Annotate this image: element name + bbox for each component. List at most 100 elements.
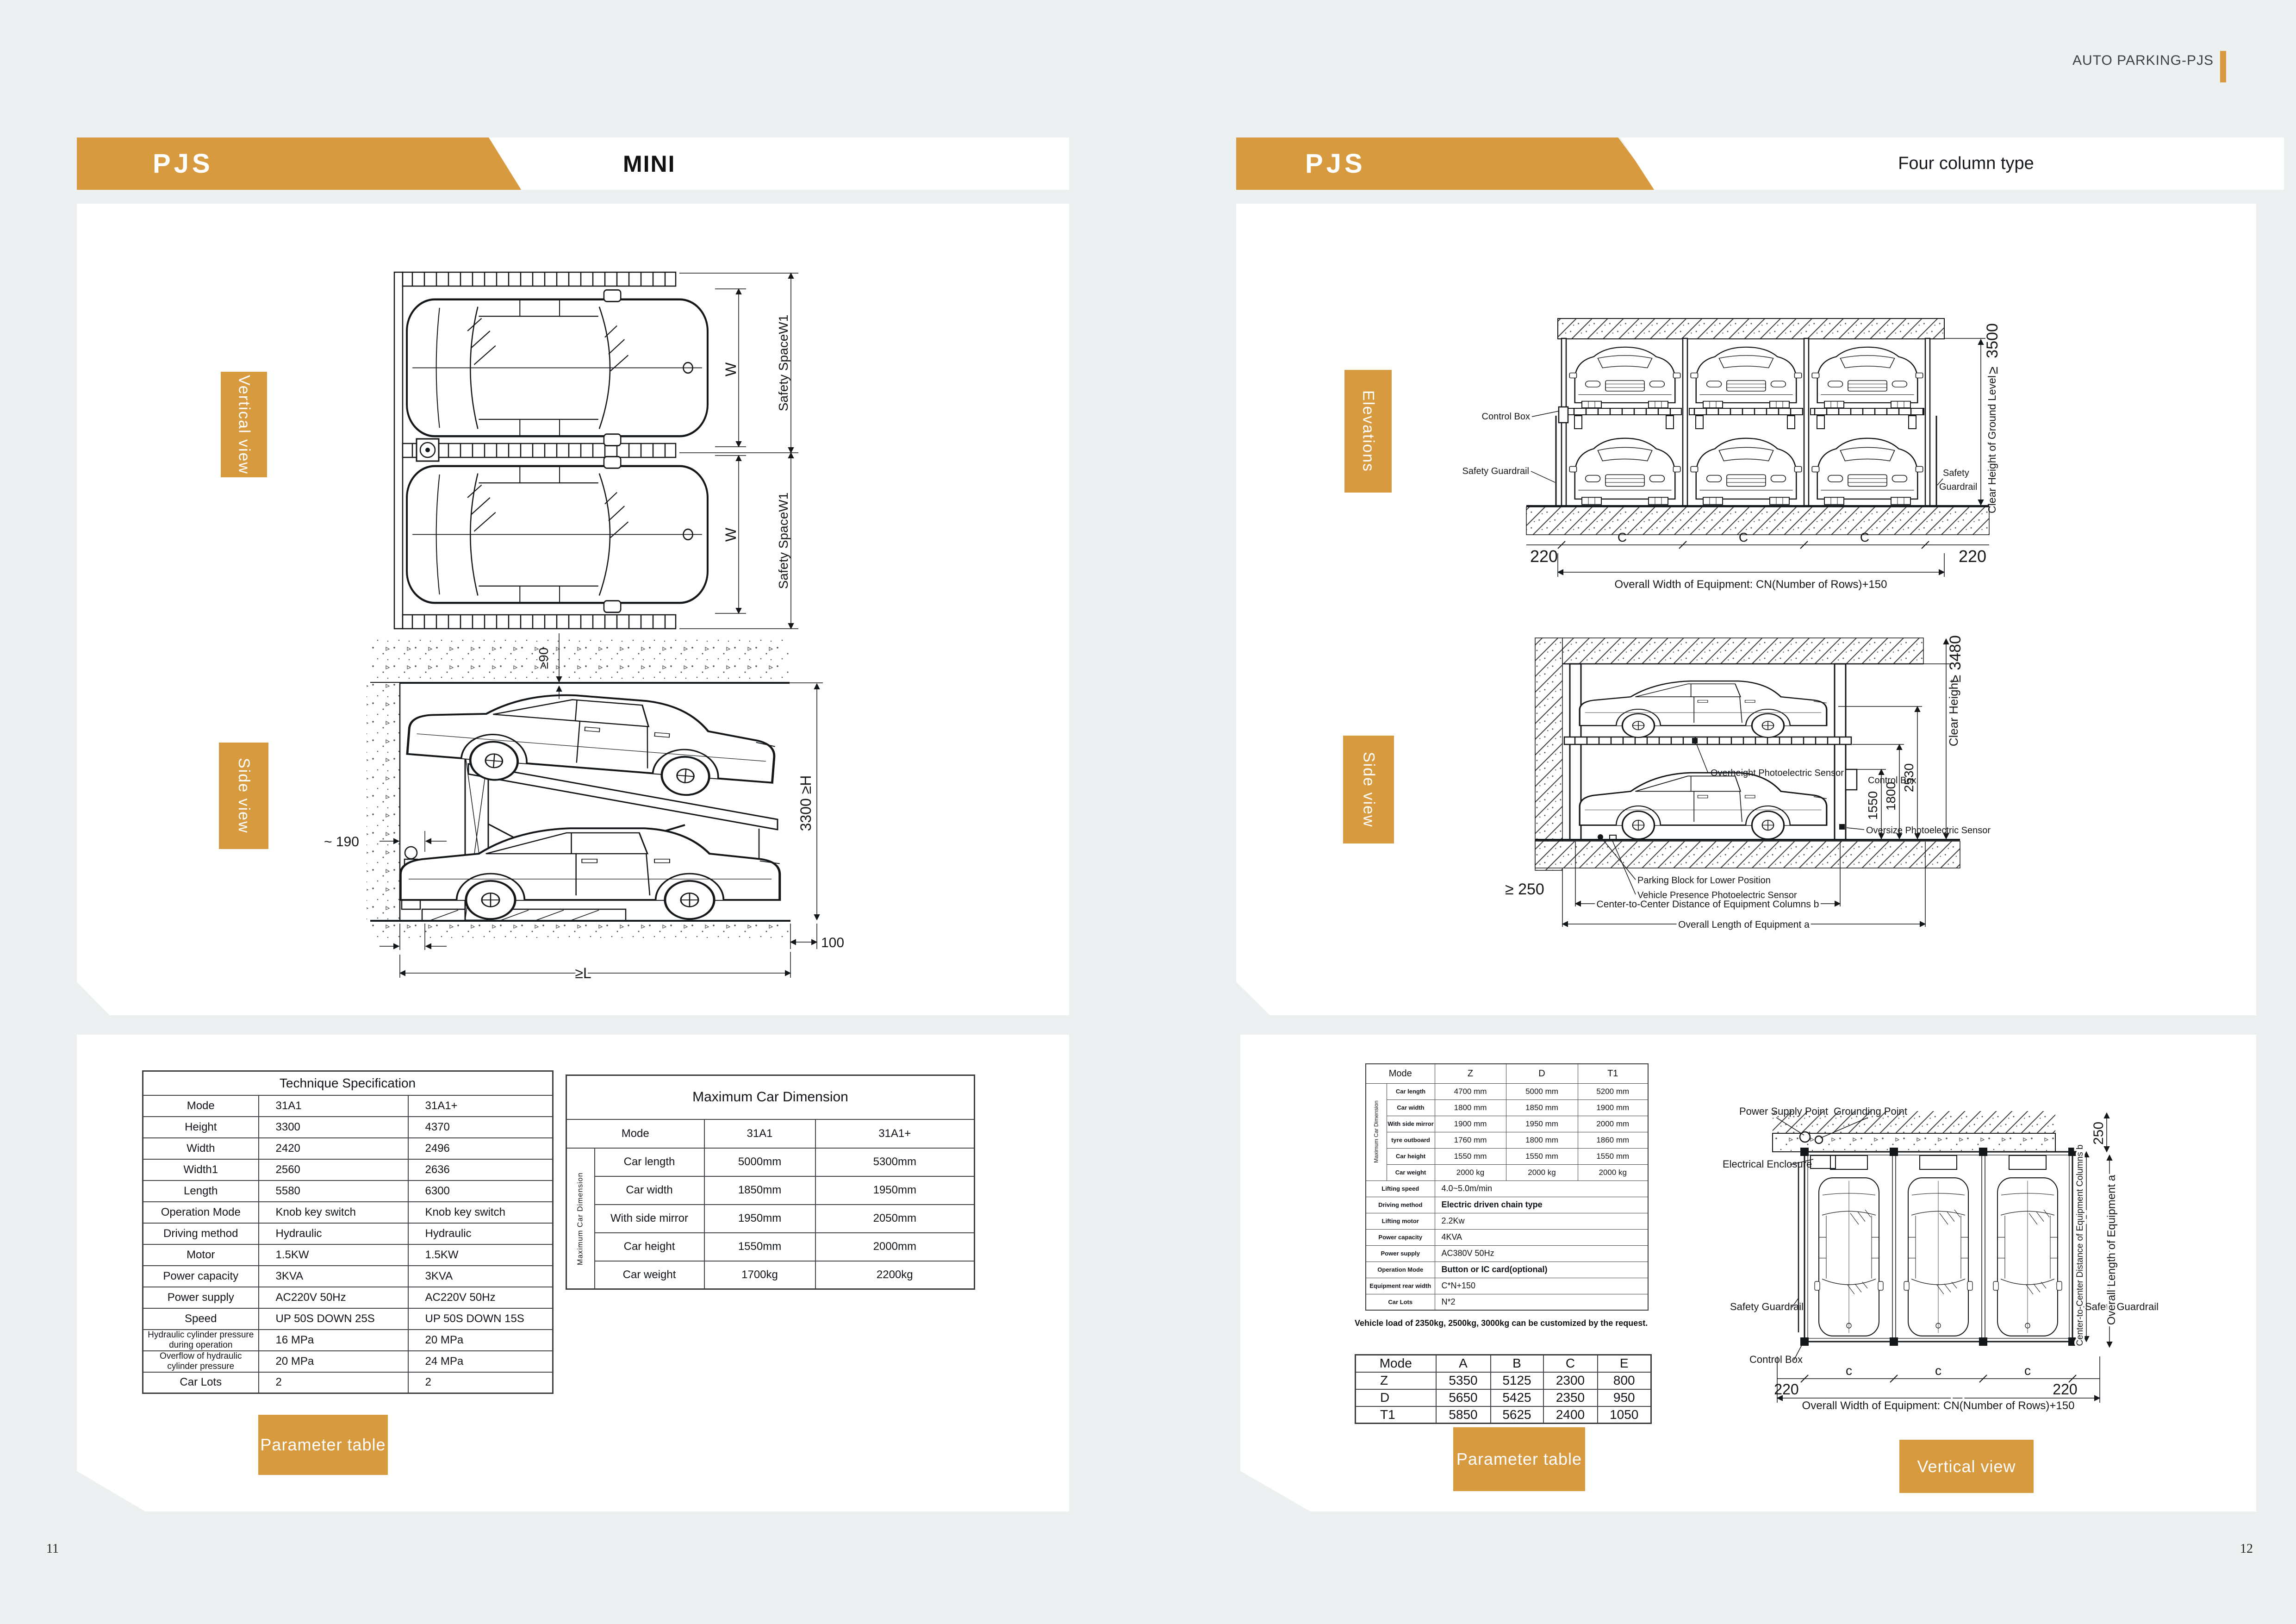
table-cell: Car Lots xyxy=(1365,1293,1435,1311)
elevations-drawing: Control Box Safety Guardrail Safety Guar… xyxy=(1462,318,2001,591)
table-cell: 6300 xyxy=(407,1180,554,1202)
vehicle-presence-label: Vehicle Presence Photoelectric Sensor xyxy=(1637,890,1797,900)
left-page-ribbon: PJS xyxy=(77,137,532,190)
elevations-tag-label: Elevations xyxy=(1359,390,1377,472)
table-cell: 5850 xyxy=(1435,1405,1491,1424)
table-cell: Hydraulic xyxy=(258,1222,409,1245)
table-cell: D xyxy=(1506,1063,1578,1084)
dim-c: c xyxy=(1846,1363,1852,1378)
ground-slab xyxy=(1526,506,1990,535)
table-cell: With side mirror xyxy=(594,1204,705,1233)
safety-guardrail-left-label: Safety Guardrail xyxy=(1462,466,1529,476)
table-cell: B xyxy=(1490,1354,1544,1373)
table-cell: C*N+150 xyxy=(1434,1277,1649,1294)
left-parameter-table-tag-label: Parameter table xyxy=(260,1435,386,1454)
parking-block-label: Parking Block for Lower Position xyxy=(1637,875,1771,886)
right-vertical-view-tag: Vertical view xyxy=(1899,1440,2034,1493)
dim-1550: 1550 xyxy=(1866,791,1880,820)
table-cell: 4370 xyxy=(407,1116,554,1138)
table-cell: 2400 xyxy=(1543,1405,1598,1424)
dim-c: C xyxy=(1618,530,1627,544)
car-top-view xyxy=(407,456,708,612)
table-cell: 3300 xyxy=(258,1116,409,1138)
table-cell: Equipment rear width xyxy=(1365,1277,1435,1294)
control-box xyxy=(1845,768,1858,791)
ceiling-texture xyxy=(370,639,790,682)
dim-height: 3300 ≥H xyxy=(797,775,814,831)
table-cell: 950 xyxy=(1597,1388,1652,1407)
grounding-point-label: Grounding Point xyxy=(1834,1106,1907,1117)
table-cell: Knob key switch xyxy=(407,1201,554,1224)
table-cell: Knob key switch xyxy=(258,1201,409,1224)
upper-car xyxy=(406,682,778,801)
table-cell: Power supply xyxy=(1365,1245,1435,1262)
dim-220-left: 220 xyxy=(1774,1381,1798,1398)
table-cell: 20 MPa xyxy=(407,1329,554,1351)
table-cell: 800 xyxy=(1597,1371,1652,1390)
table-cell: 5425 xyxy=(1490,1388,1544,1407)
dim-safety-space-label: Safety SpaceW1 xyxy=(776,315,790,412)
lower-car xyxy=(1690,437,1802,505)
table-cell: 2000 kg xyxy=(1434,1164,1506,1181)
clear-height-label: Clear Height of Ground Level xyxy=(1986,375,1998,513)
platform-rail xyxy=(402,443,677,458)
dim-front-offset: ~ 190 xyxy=(324,834,359,849)
table-cell: Lifting speed xyxy=(1365,1180,1435,1197)
table-cell: 2350 xyxy=(1543,1388,1598,1407)
left-page-banner: MINI xyxy=(489,137,1069,190)
left-vertical-view-tag: Vertical view xyxy=(221,372,267,477)
clear-height-value: 3480 xyxy=(1947,635,1964,670)
table-cell: Driving method xyxy=(1365,1196,1435,1213)
table-cell: Operation Mode xyxy=(1365,1261,1435,1278)
overall-length-label: Overall Length of Equipment a xyxy=(1678,919,1810,930)
table-cell: 5125 xyxy=(1490,1371,1544,1390)
upper-car xyxy=(1579,680,1828,738)
table-cell: 31A1 xyxy=(703,1118,816,1149)
left-side-view-tag: Side view xyxy=(219,743,268,849)
table-cell: 4.0~5.0m/min xyxy=(1434,1180,1649,1197)
table-cell: 1800 mm xyxy=(1434,1099,1506,1116)
table-cell: Overflow of hydraulic cylinder pressure xyxy=(142,1350,259,1373)
lift-beam xyxy=(393,271,404,630)
table-cell: 4700 mm xyxy=(1434,1083,1506,1100)
leader-lines xyxy=(1602,744,1865,895)
table-cell: Hydraulic cylinder pressure during opera… xyxy=(142,1329,259,1351)
table-cell: 2000 kg xyxy=(1506,1164,1578,1181)
table-cell: 5580 xyxy=(258,1180,409,1202)
table-cell: 1550 mm xyxy=(1506,1148,1578,1165)
dim-c: c xyxy=(1935,1363,1941,1378)
left-page-number: 11 xyxy=(46,1542,59,1556)
table-cell: 2200kg xyxy=(815,1260,975,1290)
control-box-label: Control Box xyxy=(1482,412,1531,422)
table-cell: 2 xyxy=(258,1371,409,1394)
overall-width-label: Overall Width of Equipment: CN(Number of… xyxy=(1802,1399,2075,1412)
car-top-view xyxy=(1993,1177,2062,1337)
leader-lines xyxy=(1531,411,1943,486)
ceiling-slab xyxy=(1557,318,1945,339)
left-side-view-drawing: ≥90 ~ 190 3300 ≥H 100 ≥L xyxy=(324,633,844,984)
dim-220-right: 220 xyxy=(1959,547,1986,566)
table-cell: AC220V 50Hz xyxy=(258,1286,409,1309)
table-cell: A xyxy=(1435,1354,1491,1373)
table-cell: Car height xyxy=(594,1232,705,1262)
maximum-car-dimension-table: Maximum Car Dimension Mode 31A1 31A1+ Maximu… xyxy=(566,1074,975,1290)
upper-car xyxy=(1690,346,1802,408)
table-cell: Speed xyxy=(142,1307,259,1330)
table-cell: Car width xyxy=(1386,1099,1435,1116)
right-side-view-drawing: Overheight Photoelectric Sensor Control … xyxy=(1505,635,1991,932)
table-cell: Car height xyxy=(1386,1148,1435,1165)
right-parameter-table-tag: Parameter table xyxy=(1453,1427,1585,1491)
table-cell: 16 MPa xyxy=(258,1329,409,1351)
dim-w-label: W xyxy=(722,527,739,542)
leader-lines xyxy=(1776,1117,2084,1361)
table-cell: Mode xyxy=(1355,1354,1437,1373)
table-cell: 2 xyxy=(407,1371,554,1394)
upper-car xyxy=(1569,346,1681,408)
electrical-enclosure xyxy=(1810,1155,1836,1169)
table-cell: 1550 mm xyxy=(1577,1148,1649,1165)
wall-slab xyxy=(1535,637,1563,871)
dimension-lines xyxy=(380,633,823,978)
safety-guardrail-left-label: Safety Guardrail xyxy=(1730,1301,1804,1312)
lower-car xyxy=(1579,772,1828,840)
table-cell: 1950 mm xyxy=(1506,1115,1578,1132)
